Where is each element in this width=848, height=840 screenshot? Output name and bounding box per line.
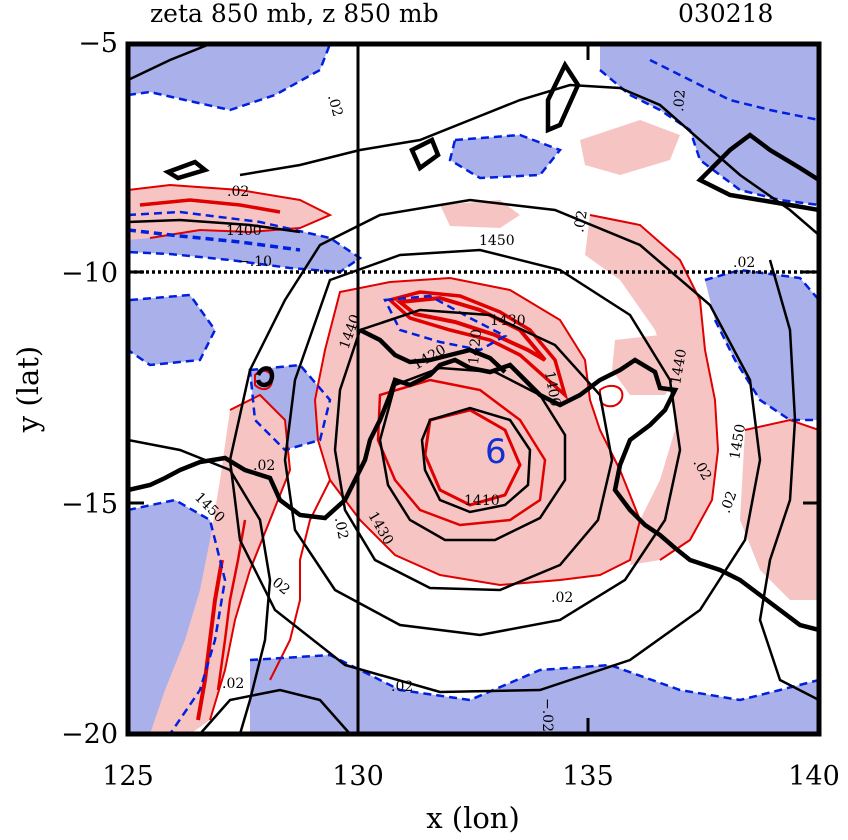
y-tick-label-m5: −5: [78, 28, 118, 59]
height-contour-1430: [333, 308, 614, 592]
coastline-small-loop: [255, 366, 275, 388]
positive-vorticity-contours: [128, 183, 819, 721]
negative-vorticity-shading: [128, 44, 819, 734]
pos-contour-core-north-inner: [394, 295, 547, 362]
y-tick-label-m10: −10: [61, 258, 118, 289]
neg-contour-west: [248, 363, 332, 452]
neg-contour-right: [704, 268, 819, 301]
axis-ticks: [128, 44, 819, 734]
pos-contour-arm-wavy: [269, 479, 331, 681]
label-p02-l: .02: [222, 676, 244, 692]
label-1410: 1410: [464, 493, 500, 509]
coastline-island-diamond: [409, 136, 441, 172]
coastline-island-small: [162, 159, 210, 181]
neg-contour-north: [448, 133, 563, 180]
height-contour-1400: [128, 218, 301, 234]
x-tick-label-130: 130: [332, 761, 384, 792]
neg-blob-mid-west: [128, 295, 215, 365]
pos-contour-east-band: [589, 214, 720, 561]
height-contour-top-left: [128, 44, 211, 82]
label-m02: −.02: [539, 698, 555, 732]
neg-region-top-right: [600, 44, 819, 205]
label-p02-m: .02: [671, 89, 689, 113]
pos-contour-inner-a: [376, 378, 547, 527]
height-contour-1410: [420, 406, 532, 514]
height-contour-1460-north: [239, 83, 819, 236]
neg-contour-top-left: [128, 44, 332, 112]
pos-contour-inner-b: [423, 408, 522, 507]
neg-contour-mid-west: [128, 293, 217, 367]
pos-contour-southwest-b: [216, 519, 247, 691]
pos-outer-band-east: [585, 215, 718, 565]
label-1440: 1440: [668, 348, 690, 386]
y-tick-label-m15: −15: [61, 489, 118, 520]
map-field: 1400 1450 1450 1450 1410 1430 1430 1440 …: [128, 44, 819, 734]
neg-contour-lower-left: [128, 498, 227, 734]
neg-region-right: [705, 270, 819, 420]
plot-frame: [125, 41, 822, 737]
neg-contour-top-right-inner: [649, 58, 819, 122]
coastline-new-guinea: [696, 132, 819, 213]
label-p02-f: .02: [253, 458, 275, 474]
plot-date: 030218: [678, 0, 773, 28]
coastline-island-north: [545, 60, 581, 134]
label-1420-upper: 1420: [466, 328, 485, 365]
x-tick-label-135: 135: [562, 761, 614, 792]
neg-blob-north: [450, 135, 560, 178]
coastline-mainland: [128, 357, 819, 633]
x-tick-label-125: 125: [102, 761, 154, 792]
x-axis-label: x (lon): [426, 801, 520, 835]
pos-contour-arm-sw-thick: [196, 559, 224, 721]
plot-title: zeta 850 mb, z 850 mb: [150, 0, 439, 28]
label-1430-upper: 1430: [490, 313, 526, 329]
pos-band-west-arm: [128, 185, 330, 240]
label-1450-right: 1450: [727, 423, 749, 461]
neg-contour-band-inner: [128, 228, 301, 252]
neg-region-top-left: [128, 44, 330, 110]
label-p02-d: .02: [733, 255, 755, 271]
pos-contour-east-edge: [744, 418, 819, 431]
label-p02-h: .02: [551, 590, 573, 606]
coastline-northern-peninsula: [358, 327, 507, 374]
pos-contour-band-west-thick: [139, 198, 281, 214]
label-1450-top: 1450: [479, 233, 515, 249]
y-axis-label: y (lat): [11, 346, 45, 433]
height-contour-southwest: [128, 438, 272, 734]
label-p02-a: .02: [324, 93, 345, 119]
label-1400-centre: 1400: [541, 370, 563, 408]
pos-contour-southwest-a: [209, 393, 292, 721]
label-p02-i: .02: [391, 679, 413, 695]
label-p02-j: .02: [718, 489, 741, 515]
label-p02-c: .02: [571, 209, 591, 234]
pos-blob-north-centre: [440, 200, 520, 228]
neg-region-bottom: [250, 655, 819, 734]
height-contour-right-edge: [758, 259, 819, 702]
y-tick-label-m20: −20: [61, 719, 118, 750]
label-1400: 1400: [226, 223, 262, 239]
pos-contour-outer: [313, 276, 642, 587]
label-m10: −.10: [238, 254, 272, 270]
x-tick-label-140: 140: [788, 761, 840, 792]
neg-contour-bottom: [249, 653, 819, 702]
label-p02-g: .02: [331, 516, 351, 541]
cyclone-symbol: 6: [485, 432, 507, 472]
label-p02-b: .02: [227, 184, 249, 200]
pos-blob-north-east: [580, 120, 680, 175]
pos-contour-west-arm: [128, 183, 333, 239]
height-contour-bottom-left: [199, 688, 351, 734]
positive-vorticity-shading: [128, 120, 819, 734]
neg-contour-right-lower: [713, 319, 819, 422]
coastline: [128, 60, 819, 633]
neg-contour-band-upper-left: [128, 210, 363, 274]
pos-contour-core-north: [386, 290, 569, 401]
neg-contour-centre: [383, 294, 508, 352]
